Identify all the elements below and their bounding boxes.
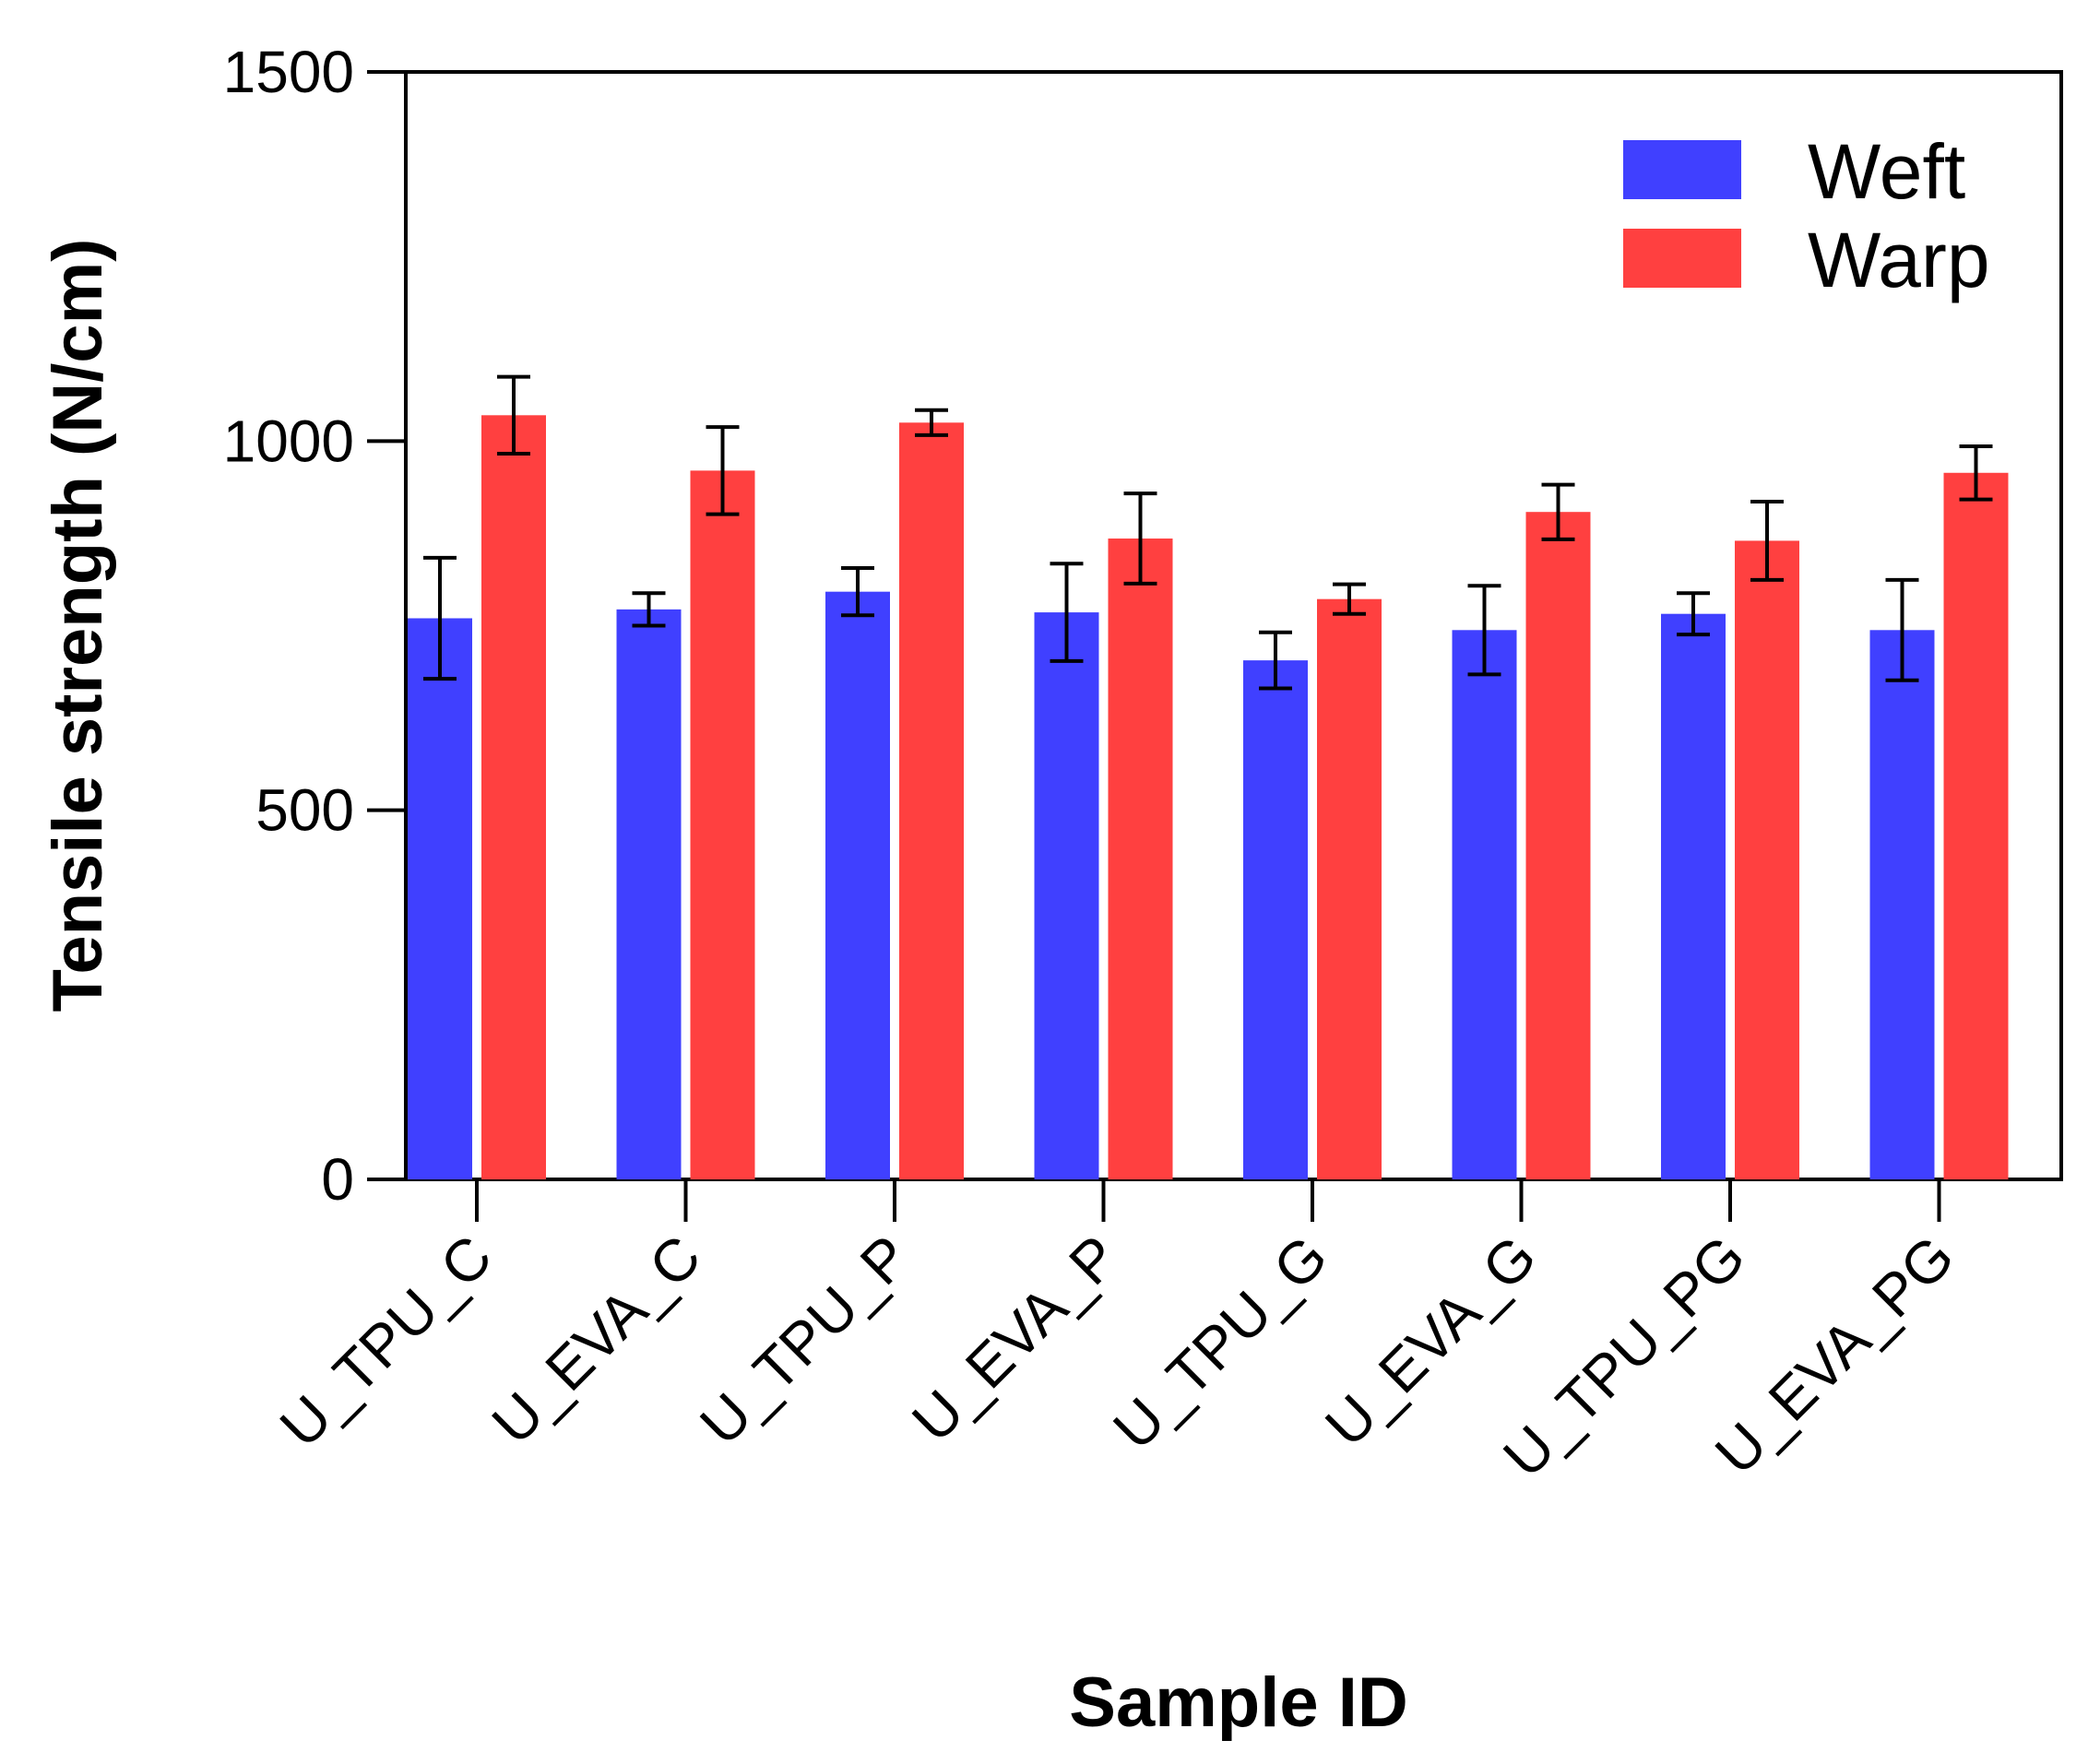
legend-swatch-weft xyxy=(1623,140,1741,199)
bars-layer xyxy=(408,415,2009,1180)
bar-warp-u_eva_p xyxy=(1108,539,1173,1179)
error-bars-layer xyxy=(423,374,1993,691)
error-bar-warp-u_tpu_g xyxy=(1333,582,1366,616)
bar-warp-u_tpu_pg xyxy=(1735,540,1799,1179)
error-bar-warp-u_tpu_c xyxy=(497,374,530,456)
error-bar-weft-u_tpu_pg xyxy=(1677,591,1710,637)
y-tick-label-1000: 1000 xyxy=(223,408,354,474)
bar-warp-u_eva_c xyxy=(690,470,755,1179)
plot-frame xyxy=(404,70,2063,1181)
y-axis-title: Tensile strength (N/cm) xyxy=(39,239,117,1012)
x-tick-label-u_eva_c: U_EVA_C xyxy=(480,1223,714,1457)
bar-warp-u_tpu_g xyxy=(1317,598,1382,1179)
legend: Weft Warp xyxy=(1623,128,1990,303)
bar-weft-u_tpu_c xyxy=(408,618,472,1179)
bar-weft-u_eva_pg xyxy=(1869,630,1935,1179)
bar-weft-u_eva_p xyxy=(1034,612,1099,1179)
error-bar-weft-u_tpu_c xyxy=(423,555,457,681)
bar-warp-u_tpu_c xyxy=(481,415,546,1179)
bar-weft-u_tpu_g xyxy=(1243,660,1308,1179)
y-tick-label-500: 500 xyxy=(255,777,354,844)
x-tick-label-u_tpu_p: U_TPU_P xyxy=(687,1223,922,1458)
error-bar-weft-u_eva_pg xyxy=(1885,577,1919,682)
error-bar-warp-u_eva_g xyxy=(1541,482,1575,541)
x-tick-label-u_tpu_c: U_TPU_C xyxy=(267,1223,504,1460)
x-axis: U_TPU_CU_EVA_CU_TPU_PU_EVA_PU_TPU_GU_EVA… xyxy=(267,1179,1966,1490)
error-bar-weft-u_tpu_p xyxy=(841,566,874,618)
bar-weft-u_tpu_p xyxy=(825,591,890,1179)
error-bar-weft-u_eva_g xyxy=(1467,584,1501,677)
error-bar-warp-u_eva_pg xyxy=(1959,444,1993,502)
error-bar-weft-u_eva_p xyxy=(1050,562,1084,663)
y-axis: 0 500 1000 1500 xyxy=(223,39,406,1213)
error-bar-weft-u_tpu_g xyxy=(1259,630,1292,691)
error-bar-warp-u_tpu_pg xyxy=(1750,499,1784,582)
bar-weft-u_eva_g xyxy=(1452,630,1517,1179)
bar-weft-u_eva_c xyxy=(616,609,682,1179)
bar-warp-u_eva_pg xyxy=(1943,472,2009,1179)
legend-label-weft: Weft xyxy=(1808,128,1965,215)
x-tick-label-u_tpu_g: U_TPU_G xyxy=(1100,1223,1340,1462)
x-tick-label-u_eva_p: U_EVA_P xyxy=(899,1223,1131,1454)
y-tick-label-0: 0 xyxy=(321,1146,354,1213)
y-tick-label-1500: 1500 xyxy=(223,39,354,105)
bar-weft-u_tpu_pg xyxy=(1661,613,1726,1179)
error-bar-warp-u_eva_c xyxy=(706,425,740,516)
legend-swatch-warp xyxy=(1623,229,1741,288)
x-axis-title: Sample ID xyxy=(1069,1663,1407,1742)
bar-warp-u_tpu_p xyxy=(899,422,964,1180)
error-bar-warp-u_tpu_p xyxy=(915,408,948,437)
legend-label-warp: Warp xyxy=(1808,217,1990,303)
error-bar-warp-u_eva_p xyxy=(1123,491,1157,586)
bar-warp-u_eva_g xyxy=(1525,512,1591,1179)
error-bar-weft-u_eva_c xyxy=(632,591,666,628)
